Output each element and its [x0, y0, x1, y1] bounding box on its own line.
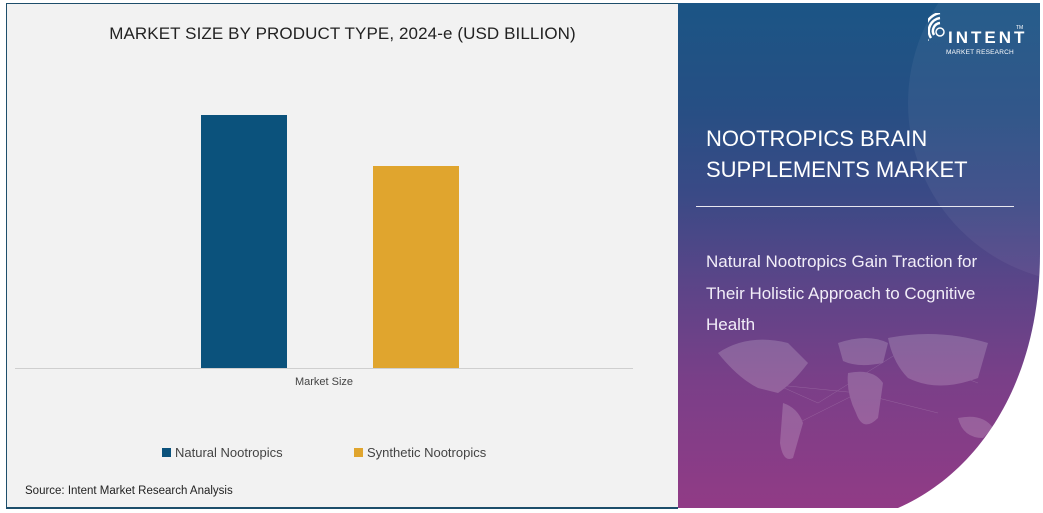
signal-icon: [928, 13, 954, 43]
legend-item-natural: Natural Nootropics: [162, 445, 283, 460]
intent-logo: INTENT TM MARKET RESEARCH: [928, 13, 1028, 63]
legend-item-synthetic: Synthetic Nootropics: [354, 445, 486, 460]
legend-label: Synthetic Nootropics: [367, 445, 487, 460]
x-axis-line: [15, 368, 633, 369]
world-map-icon: [698, 323, 1018, 473]
legend-swatch-icon: [162, 448, 171, 457]
report-subtitle: Natural Nootropics Gain Traction for The…: [706, 252, 978, 334]
panel-bottom-border: [6, 507, 678, 509]
legend-swatch-icon: [354, 448, 363, 457]
logo-name: INTENT: [948, 28, 1028, 47]
logo-subtitle: MARKET RESEARCH: [946, 49, 1014, 56]
source-note: Source: Intent Market Research Analysis: [25, 485, 233, 497]
plot-area: [15, 64, 633, 369]
report-title: NOOTROPICS BRAIN SUPPLEMENTS MARKET: [706, 126, 968, 182]
bar-natural-nootropics: [201, 114, 287, 369]
bar-synthetic-nootropics: [373, 165, 459, 369]
report-info-panel: INTENT TM MARKET RESEARCH NOOTROPICS BRA…: [678, 3, 1040, 508]
divider: [696, 206, 1014, 207]
chart-title: MARKET SIZE BY PRODUCT TYPE, 2024-e (USD…: [109, 24, 576, 43]
legend: Natural Nootropics Synthetic Nootropics: [7, 445, 679, 463]
legend-label: Natural Nootropics: [175, 445, 283, 460]
logo-tm: TM: [1016, 25, 1024, 31]
chart-panel: MARKET SIZE BY PRODUCT TYPE, 2024-e (USD…: [6, 3, 678, 508]
x-category-label: Market Size: [294, 376, 354, 388]
